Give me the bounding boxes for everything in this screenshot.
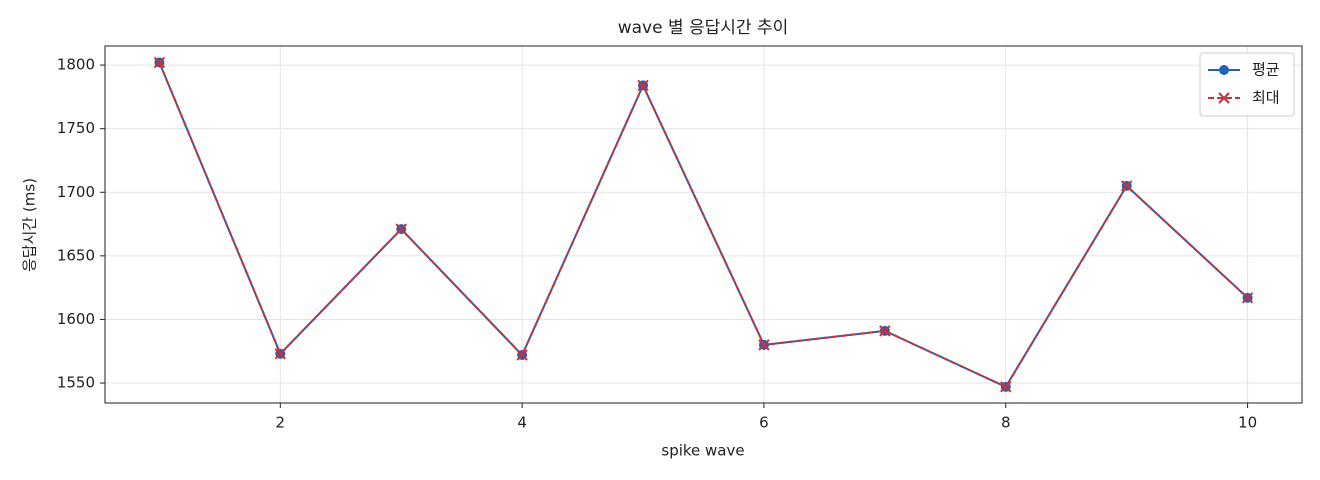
x-axis-label: spike wave — [661, 442, 744, 460]
marker — [516, 349, 528, 361]
x-tick-label: 4 — [517, 414, 527, 432]
chart-title: wave 별 응답시간 추이 — [618, 18, 789, 38]
y-tick-label: 1650 — [57, 246, 95, 264]
series-line — [158, 62, 1249, 389]
legend-marker — [1219, 65, 1229, 75]
plot-frame — [104, 45, 1303, 404]
series-line — [158, 62, 1249, 389]
marker — [153, 56, 166, 69]
marker — [1120, 180, 1133, 192]
marker — [395, 223, 407, 235]
legend-marker — [1218, 92, 1230, 104]
x-tick-label: 2 — [276, 414, 286, 432]
y-tick-label: 1750 — [57, 119, 95, 137]
marker — [637, 79, 649, 92]
marker — [274, 348, 287, 360]
y-tick-label: 1550 — [57, 374, 95, 392]
x-tick-label: 6 — [759, 414, 769, 432]
y-tick-label: 1800 — [57, 56, 95, 74]
x-tick-label: 8 — [1001, 414, 1011, 432]
marker — [1000, 381, 1012, 393]
legend-label: 최대 — [1252, 89, 1280, 107]
marker — [758, 339, 770, 351]
legend-label: 평균 — [1252, 61, 1280, 79]
y-tick-label: 1600 — [57, 310, 95, 328]
y-tick-label: 1700 — [57, 183, 95, 201]
legend-box — [1199, 52, 1295, 117]
x-tick-label: 10 — [1238, 414, 1257, 432]
marker — [1241, 292, 1254, 304]
y-axis-label: 응답시간 (ms) — [21, 178, 39, 272]
marker — [879, 325, 891, 337]
